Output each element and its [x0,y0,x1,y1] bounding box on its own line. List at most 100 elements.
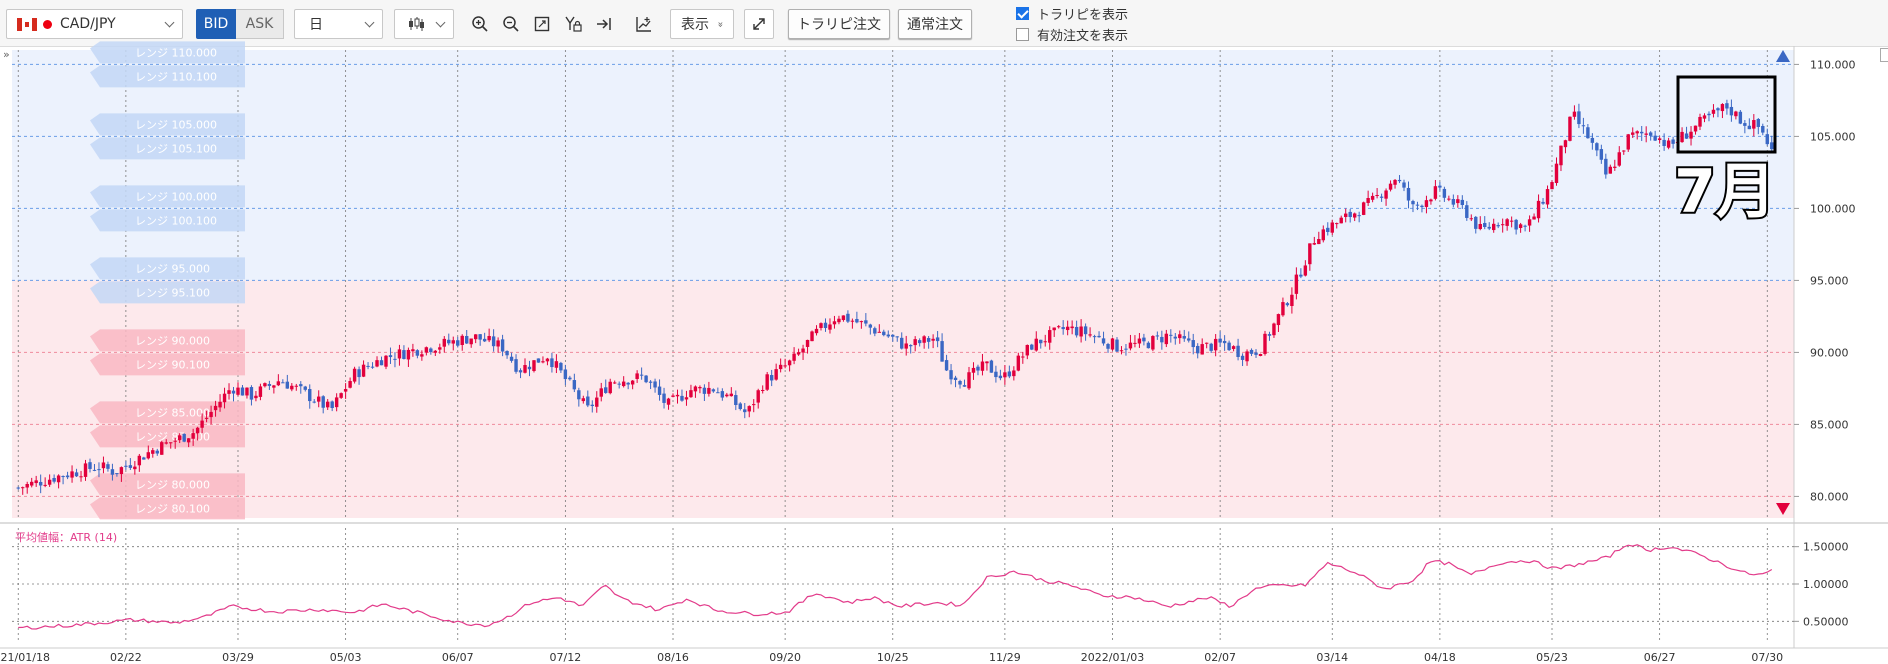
candle-body [886,334,890,337]
trailing-order-button[interactable]: トラリピ注文 [788,9,890,39]
candle-body [317,396,321,402]
candle-body [855,318,859,323]
candle-body [1648,132,1653,136]
fullscreen-button[interactable] [744,9,774,39]
candle-body [554,361,559,368]
candle-body [1541,201,1545,204]
candle-body [850,320,855,322]
candle-body [581,398,586,402]
atr-line [18,544,1773,630]
candle-body [281,382,285,384]
candle-body [1344,213,1348,218]
candle-body [998,375,1003,379]
ask-button[interactable]: ASK [236,9,284,39]
candle-body [873,328,877,334]
sell-zone-background [12,280,1794,518]
candle-body [994,371,998,378]
price-tick-label: 85.000 [1810,418,1849,431]
price-tick-label: 100.000 [1810,202,1856,215]
candle-body [186,438,191,443]
show-valid-orders-label: 有効注文を表示 [1037,29,1129,44]
buy-range-tag [90,209,245,232]
sell-range-tag [90,185,245,208]
candle-body [294,385,298,387]
candle-body [442,338,446,347]
candle-body [1101,338,1106,344]
candle-body [1052,327,1056,331]
candle-body [222,393,227,403]
zoom-in-button[interactable] [466,9,494,39]
jump-to-latest-button[interactable] [590,9,618,39]
candle-body [438,347,442,350]
date-tick-label: 2022/01/03 [1081,651,1144,664]
candle-body [577,390,581,400]
candle-body [334,397,339,408]
candle-body [1142,337,1146,342]
show-trailing-checkbox[interactable]: トラリピを表示 [1016,4,1128,23]
atr-indicator-label: 平均値幅：ATR (14) [15,531,117,544]
candle-body [756,390,760,403]
candle-body [1276,314,1281,326]
zoom-out-button[interactable] [497,9,525,39]
candle-body [1532,216,1536,220]
buy-zone-background [12,50,1794,281]
candle-body [25,484,29,488]
scroll-up-arrow[interactable] [1776,50,1790,62]
candle-body [608,381,612,394]
candle-body [626,382,630,385]
candle-body [249,387,254,400]
candle-body [778,364,783,370]
candle-body [1635,131,1639,134]
expand-panel-icon[interactable]: » [3,48,10,61]
candle-body [1765,134,1769,145]
candle-body [523,365,527,373]
candle-body [1097,335,1101,338]
candle-body [1500,224,1505,226]
candle-body [1613,166,1617,168]
candle-body [1370,195,1375,200]
candle-body [913,339,917,346]
candle-body [1321,229,1325,241]
candle-body [572,380,577,390]
candle-body [204,417,209,419]
checkbox-unchecked-icon [1016,28,1029,41]
candle-body [1671,139,1675,144]
candle-body [1487,226,1491,229]
candle-body [989,360,994,373]
candle-body [142,457,146,460]
fix-y-axis-button[interactable] [559,9,587,39]
normal-order-button[interactable]: 通常注文 [898,9,972,39]
display-menu-button[interactable]: 表示 » [670,9,734,39]
candle-body [635,373,639,379]
scroll-down-arrow[interactable] [1776,503,1790,515]
candle-body [370,366,375,368]
candle-body [1352,213,1357,218]
candle-body [74,472,79,477]
chart-type-select[interactable] [394,9,454,39]
candle-body [1631,132,1635,135]
candle-body [478,334,482,340]
show-valid-orders-checkbox[interactable]: 有効注文を表示 [1016,25,1128,44]
show-trailing-label: トラリピを表示 [1037,8,1129,23]
currency-pair-select[interactable]: CAD/JPY [6,9,183,39]
candle-body [958,380,962,385]
fit-view-button[interactable] [528,9,556,39]
candle-body [765,374,769,390]
timeframe-select[interactable]: 日 [294,9,383,39]
candle-body [1505,219,1509,226]
collapse-panel-icon[interactable] [1880,48,1888,62]
candle-body [1115,339,1119,352]
candle-body [1160,336,1164,343]
add-indicator-button[interactable] [630,9,658,39]
date-tick-label: 09/20 [769,651,801,664]
candle-body [1527,219,1532,226]
bid-button[interactable]: BID [196,9,236,39]
candle-body [734,395,738,405]
candle-body [550,358,554,368]
candle-body [1653,135,1657,141]
candle-body [1406,187,1411,201]
date-tick-label: 03/14 [1316,651,1348,664]
sell-range-tag [90,473,245,496]
candle-body [621,381,626,387]
candle-body [917,340,922,344]
